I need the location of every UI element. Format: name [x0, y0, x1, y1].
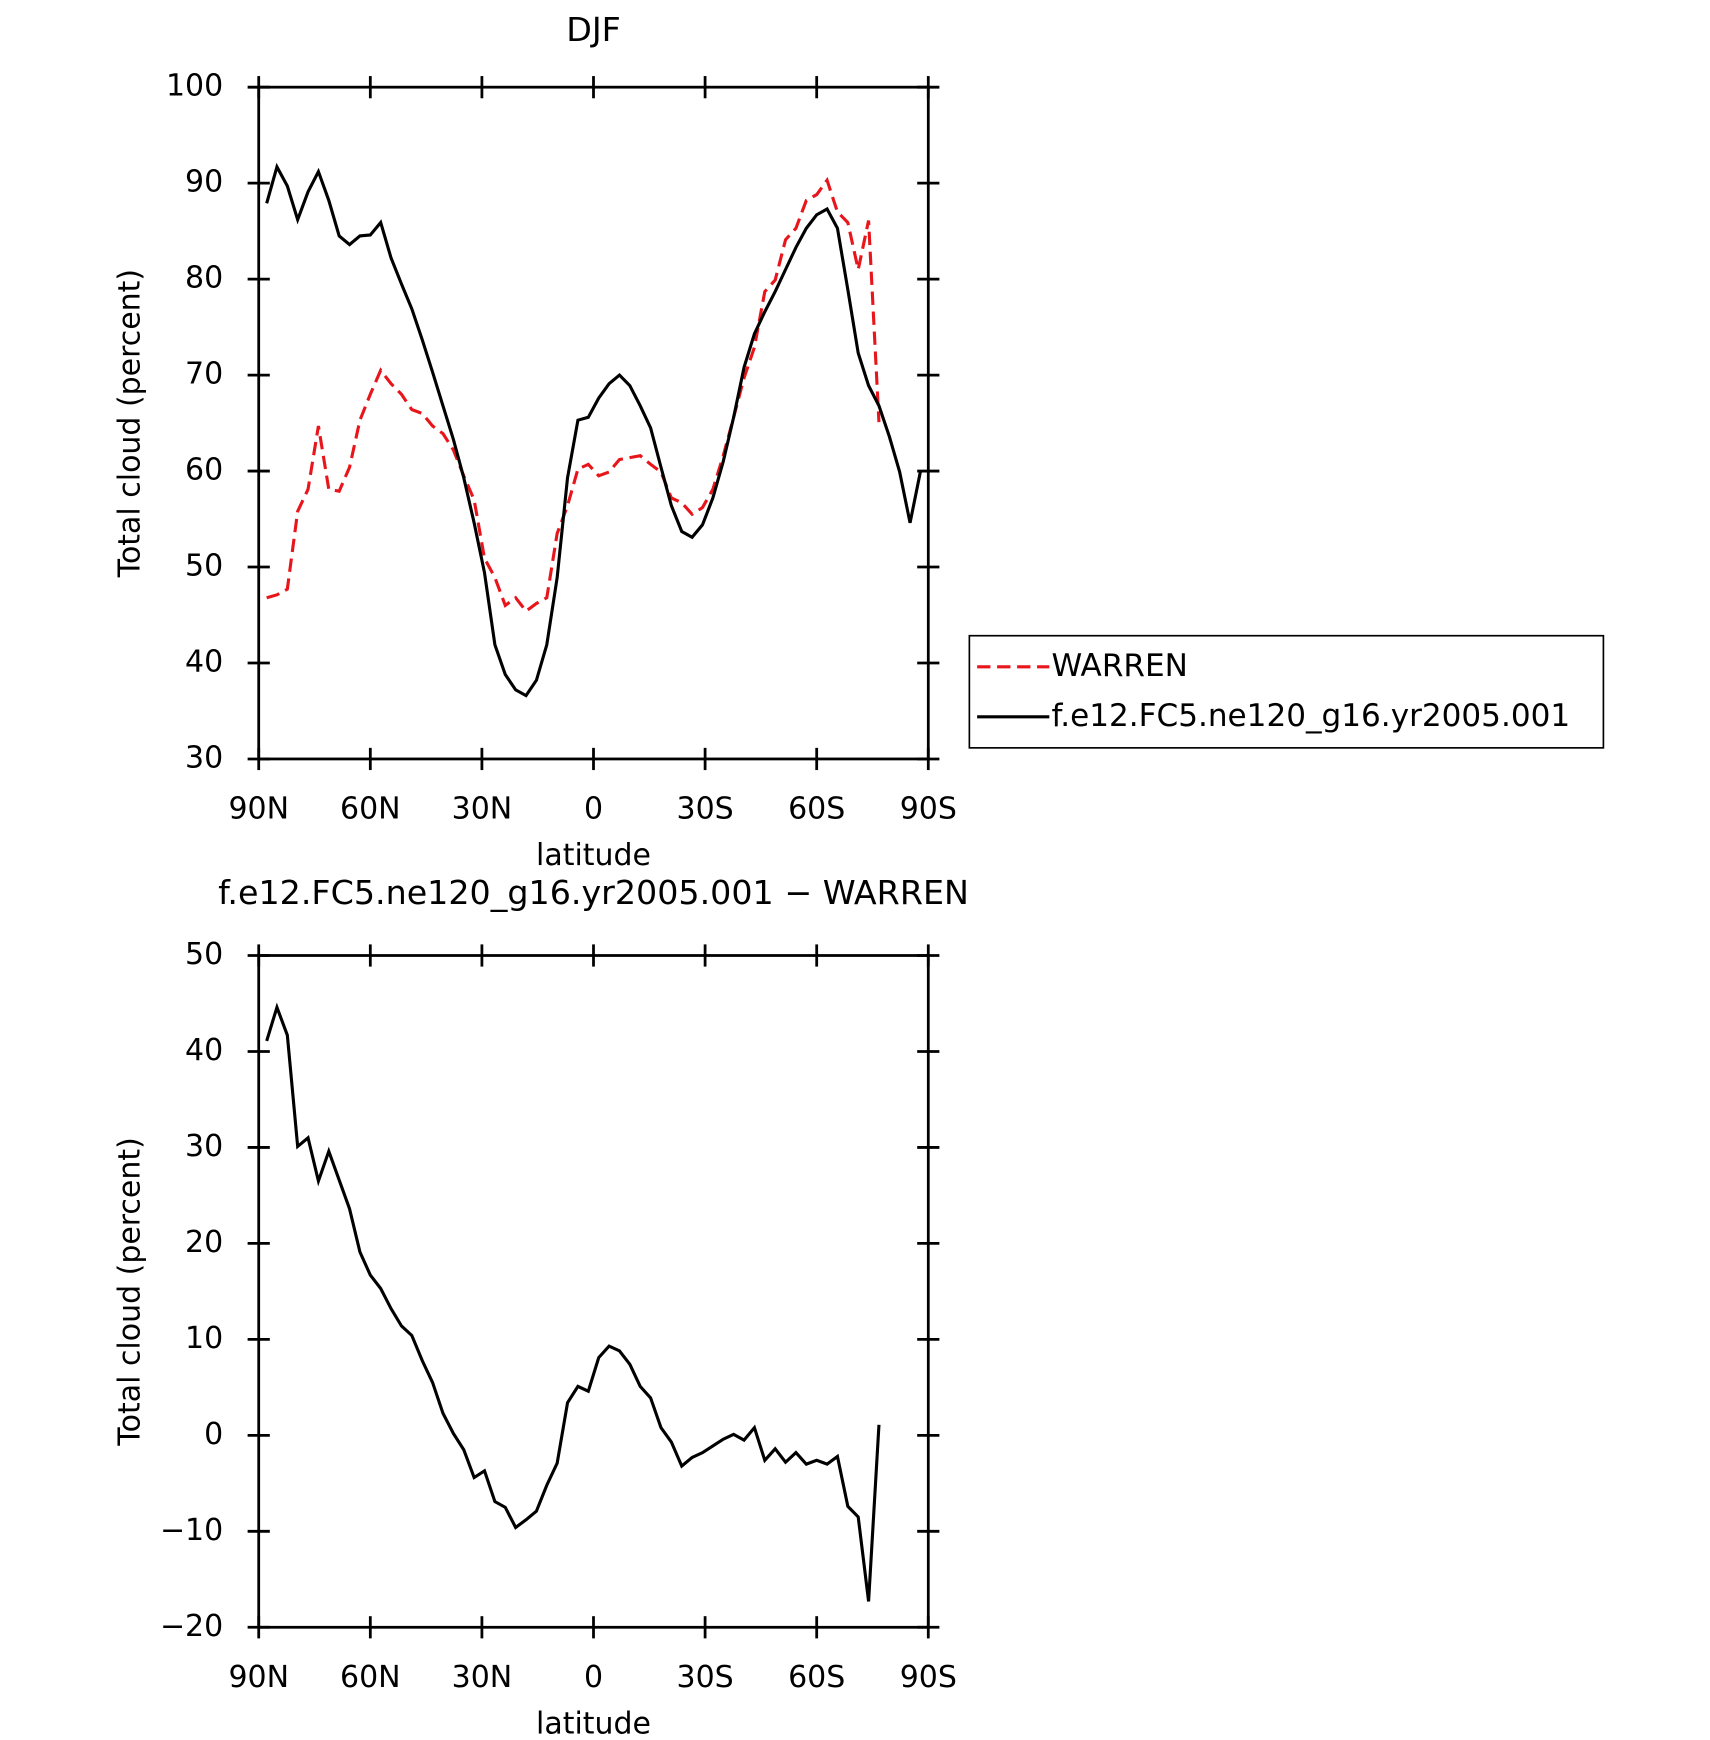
y-axis-label: Total cloud (percent): [113, 269, 148, 578]
x-tick-label: 30N: [452, 792, 513, 827]
data-line: [265, 162, 922, 698]
x-tick-label: 60S: [788, 1660, 845, 1695]
y-tick-label: 60: [185, 453, 223, 488]
legend-label: WARREN: [1052, 648, 1188, 684]
y-tick-label: −20: [160, 1609, 223, 1644]
x-axis-label: latitude: [536, 1707, 651, 1740]
chart-title: DJF: [566, 10, 621, 49]
x-tick-label: 30S: [677, 792, 734, 827]
x-tick-label: 90N: [228, 1660, 289, 1695]
x-tick-label: 90N: [228, 792, 289, 827]
x-tick-label: 60S: [788, 792, 845, 827]
x-tick-label: 30S: [677, 1660, 734, 1695]
x-tick-label: 90S: [900, 792, 957, 827]
x-tick-label: 30N: [452, 1660, 513, 1695]
x-tick-label: 60N: [340, 1660, 401, 1695]
x-axis-label: latitude: [536, 838, 651, 873]
data-line: [265, 1002, 881, 1602]
y-tick-label: 10: [185, 1321, 223, 1356]
y-tick-label: 0: [204, 1417, 223, 1452]
y-tick-label: 70: [185, 357, 223, 392]
y-tick-label: 20: [185, 1225, 223, 1260]
y-tick-label: −10: [160, 1513, 223, 1548]
plot-frame: [257, 85, 930, 761]
y-tick-label: 80: [185, 261, 223, 296]
y-tick-label: 30: [185, 740, 223, 775]
y-tick-label: 40: [185, 644, 223, 679]
chart-title: f.e12.FC5.ne120_g16.yr2005.001 − WARREN: [218, 873, 969, 912]
x-tick-label: 0: [584, 1660, 603, 1695]
y-tick-label: 50: [185, 549, 223, 584]
y-tick-label: 90: [185, 165, 223, 200]
y-tick-label: 100: [166, 69, 223, 104]
x-tick-label: 60N: [340, 792, 401, 827]
y-tick-label: 40: [185, 1033, 223, 1068]
y-tick-label: 30: [185, 1129, 223, 1164]
legend-label: f.e12.FC5.ne120_g16.yr2005.001: [1052, 698, 1571, 734]
legend-box: [968, 634, 1605, 749]
x-tick-label: 90S: [900, 1660, 957, 1695]
plot-frame: [257, 954, 930, 1629]
y-axis-label: Total cloud (percent): [113, 1137, 148, 1446]
x-tick-label: 0: [584, 792, 603, 827]
y-tick-label: 50: [185, 937, 223, 972]
data-line: [266, 176, 881, 614]
